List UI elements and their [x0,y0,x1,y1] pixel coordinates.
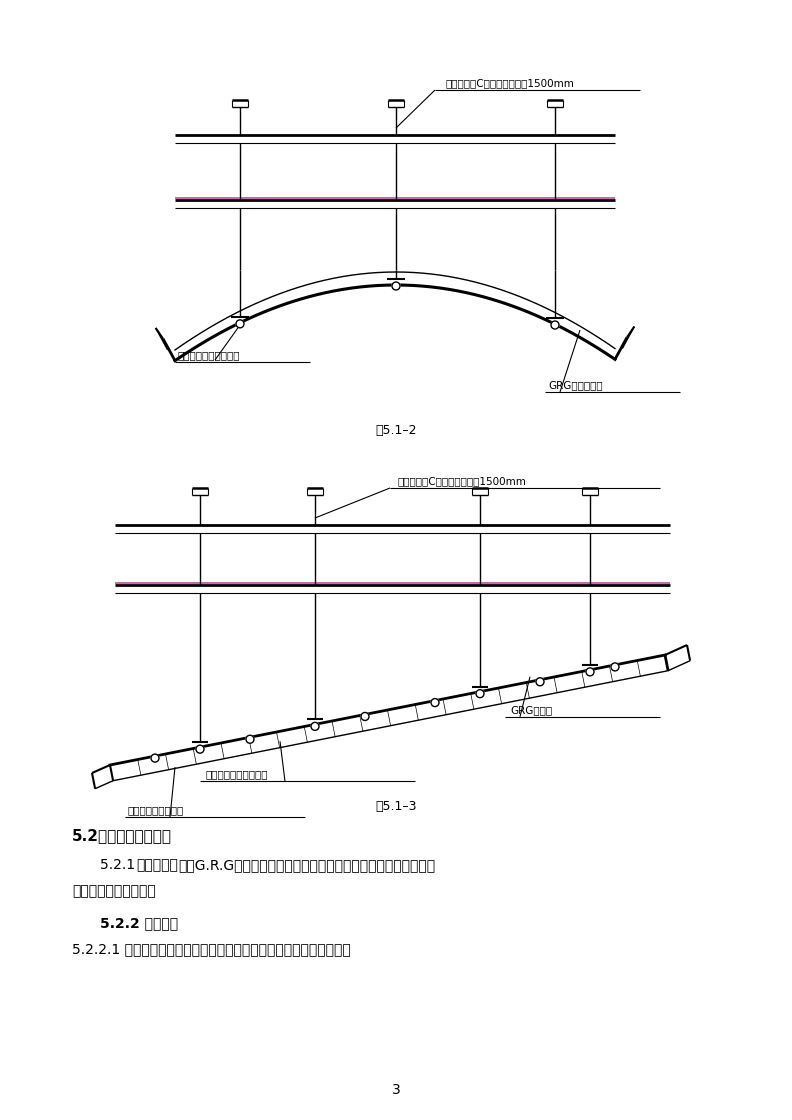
Circle shape [246,735,254,744]
Circle shape [551,321,559,329]
Text: 5.2、施工准备及工艺: 5.2、施工准备及工艺 [72,828,172,843]
Circle shape [361,712,369,720]
Text: 技术交底和安全交底。: 技术交底和安全交底。 [72,884,156,898]
Text: 5.2.2 作业条件: 5.2.2 作业条件 [100,916,178,930]
Text: GRG天花板: GRG天花板 [510,704,552,715]
Circle shape [586,668,594,675]
Circle shape [392,282,400,290]
Circle shape [151,754,159,762]
Circle shape [431,699,439,707]
Text: GRG异型石膏板: GRG异型石膏板 [548,380,603,390]
Text: 图5.1–2: 图5.1–2 [375,424,417,437]
Text: 5.2.1: 5.2.1 [100,858,139,872]
Text: 预埋龙骨（厂商提供）: 预埋龙骨（厂商提供） [178,349,241,360]
Circle shape [196,745,204,753]
Text: 编制G.R.G玻璃纤维增强石膏板专项施工方案，并对工人进行书面: 编制G.R.G玻璃纤维增强石膏板专项施工方案，并对工人进行书面 [178,858,436,872]
Text: 3: 3 [391,1083,401,1096]
Circle shape [311,722,319,730]
Text: 工字锂梁或C型锂，间距小于1500mm: 工字锂梁或C型锂，间距小于1500mm [445,78,574,88]
Circle shape [236,320,244,328]
Circle shape [536,678,544,685]
Text: 改性硬鄂密封胶嵌缝: 改性硬鄂密封胶嵌缝 [128,805,185,815]
Text: 5.2.2.1 设备安装工程全部完成，并经有关部门验收，达到合格标准。: 5.2.2.1 设备安装工程全部完成，并经有关部门验收，达到合格标准。 [72,942,351,956]
Text: 图5.1–3: 图5.1–3 [375,800,417,813]
Text: 技术准备：: 技术准备： [136,858,178,872]
Circle shape [611,663,619,671]
Text: 预埋龙骨（厂商提供）: 预埋龙骨（厂商提供） [205,769,268,780]
Text: 工字锂梁或C型锂，间距小于1500mm: 工字锂梁或C型锂，间距小于1500mm [398,476,527,486]
Circle shape [476,690,484,698]
